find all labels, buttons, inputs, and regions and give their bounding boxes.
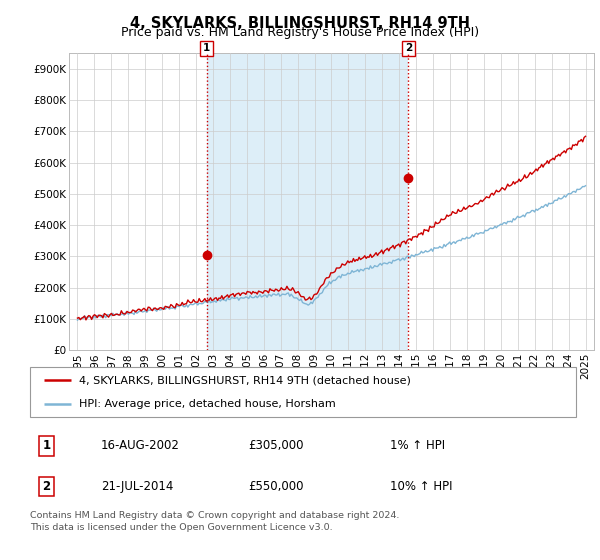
Bar [206, 53, 409, 350]
Text: 4, SKYLARKS, BILLINGSHURST, RH14 9TH: 4, SKYLARKS, BILLINGSHURST, RH14 9TH [130, 16, 470, 31]
Text: 2: 2 [405, 43, 412, 53]
Text: £550,000: £550,000 [248, 480, 304, 493]
FancyBboxPatch shape [30, 367, 576, 417]
Text: 16-AUG-2002: 16-AUG-2002 [101, 440, 180, 452]
Text: 21-JUL-2014: 21-JUL-2014 [101, 480, 173, 493]
Text: £305,000: £305,000 [248, 440, 304, 452]
Text: 1: 1 [203, 43, 210, 53]
Text: 4, SKYLARKS, BILLINGSHURST, RH14 9TH (detached house): 4, SKYLARKS, BILLINGSHURST, RH14 9TH (de… [79, 375, 411, 385]
Text: 1% ↑ HPI: 1% ↑ HPI [391, 440, 445, 452]
Text: 10% ↑ HPI: 10% ↑ HPI [391, 480, 453, 493]
Text: Price paid vs. HM Land Registry's House Price Index (HPI): Price paid vs. HM Land Registry's House … [121, 26, 479, 39]
Text: 1: 1 [43, 440, 50, 452]
Text: 2: 2 [43, 480, 50, 493]
Text: HPI: Average price, detached house, Horsham: HPI: Average price, detached house, Hors… [79, 399, 336, 409]
Text: Contains HM Land Registry data © Crown copyright and database right 2024.
This d: Contains HM Land Registry data © Crown c… [30, 511, 400, 531]
